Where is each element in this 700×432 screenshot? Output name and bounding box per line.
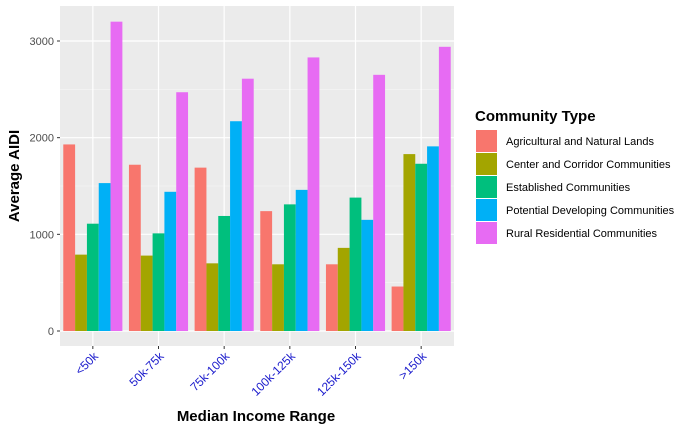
legend-label: Established Communities [506,182,631,194]
x-tick-label: >150k [396,349,430,383]
bar [325,264,338,331]
bar [272,264,284,331]
y-tick-label: 2000 [30,133,54,145]
bar [241,78,254,331]
bar [361,219,374,331]
legend-key [476,199,497,221]
bar [98,183,111,331]
x-tick-label: 100k-125k [248,349,298,399]
bar [218,215,231,331]
bars-group [63,21,451,332]
bar [337,247,350,331]
y-axis-title: Average AIDI [6,130,23,222]
bar [194,167,207,331]
legend-label: Center and Corridor Communities [506,159,671,171]
y-tick-label: 0 [48,326,54,338]
bar [373,74,386,331]
bar [206,263,219,331]
plot-panel [60,6,454,346]
y-axis-ticks: 0 1000 2000 3000 [30,36,60,338]
bar [283,204,296,331]
legend-key [476,153,497,175]
bar [128,164,141,331]
minor-gridlines [60,89,454,283]
y-tick-label: 1000 [30,229,54,241]
bar [349,197,362,331]
legend-key [476,130,497,152]
legend-key [476,176,497,198]
legend: Community Type Agricultural and Natural … [475,108,675,244]
bar [164,191,177,331]
legend-label: Rural Residential Communities [506,228,658,240]
bar [140,255,153,331]
legend-title: Community Type [475,108,596,125]
bar [110,21,123,332]
bar [391,286,404,331]
bar [415,163,428,331]
bar [403,154,416,331]
x-axis-ticks: <50k 50k-75k 75k-100k 100k-125k 125k-150k >15… [72,346,430,399]
bar [176,92,189,331]
bar [75,254,87,331]
bar [260,211,273,331]
bar [63,144,76,331]
bar [307,57,320,331]
y-tick-label: 3000 [30,36,54,48]
x-tick-label: 50k-75k [127,349,168,390]
legend-label: Potential Developing Communities [506,205,675,217]
legend-label: Agricultural and Natural Lands [506,136,654,148]
bar [230,121,242,331]
x-tick-label: 125k-150k [314,349,364,399]
bar [427,146,439,331]
bar [438,46,451,332]
x-axis-title: Median Income Range [177,408,335,425]
x-tick-label: <50k [72,349,101,378]
bar [295,189,308,331]
x-tick-label: 75k-100k [187,349,233,395]
bar [152,233,165,331]
bar [86,223,99,331]
legend-key [476,222,497,244]
